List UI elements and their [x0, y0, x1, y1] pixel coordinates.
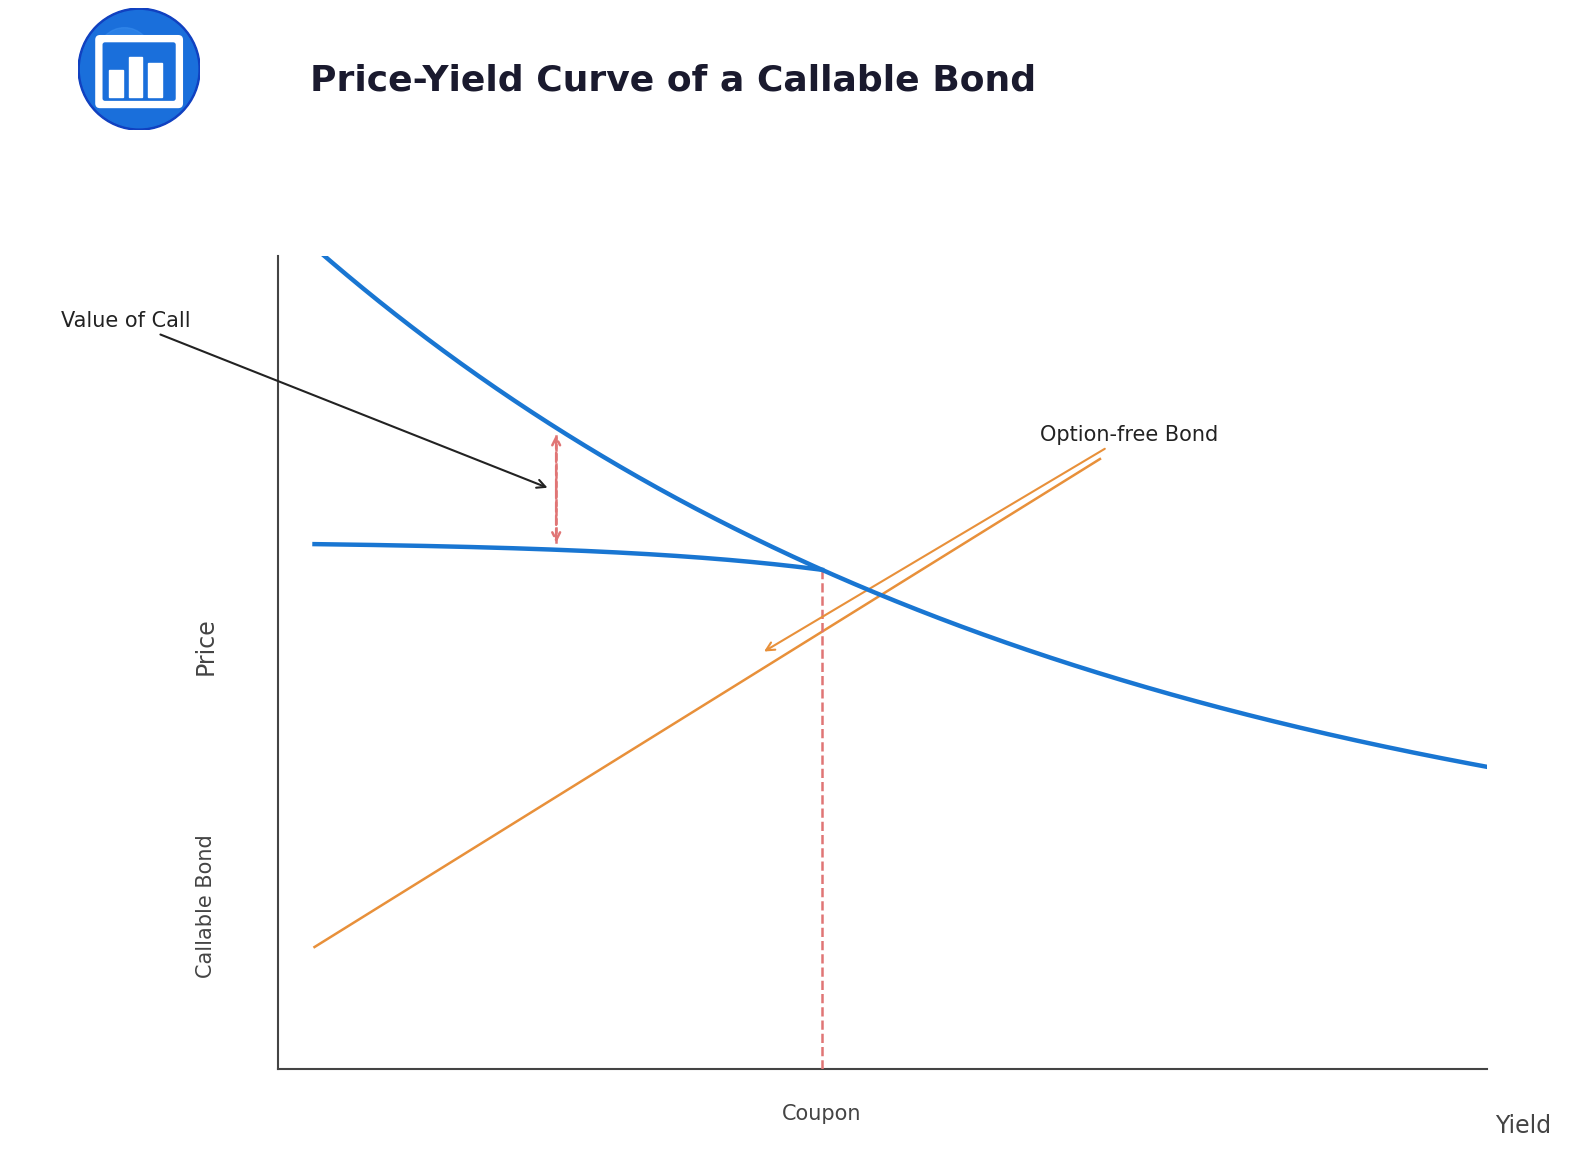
Circle shape — [78, 8, 200, 130]
Circle shape — [81, 10, 197, 128]
Circle shape — [81, 12, 197, 127]
Text: Coupon: Coupon — [782, 1104, 862, 1124]
FancyBboxPatch shape — [95, 35, 183, 108]
Text: Option-free Bond: Option-free Bond — [766, 424, 1218, 651]
Circle shape — [97, 28, 151, 81]
Bar — [110, 71, 122, 98]
Circle shape — [87, 17, 191, 121]
Bar — [148, 63, 162, 98]
FancyBboxPatch shape — [102, 42, 176, 101]
Text: Value of Call: Value of Call — [60, 310, 545, 488]
Bar — [129, 57, 142, 98]
Circle shape — [84, 14, 194, 124]
Text: Callable Bond: Callable Bond — [196, 834, 216, 978]
Text: Price-Yield Curve of a Callable Bond: Price-Yield Curve of a Callable Bond — [310, 64, 1037, 98]
Text: Price: Price — [194, 617, 218, 675]
Text: Yield: Yield — [1495, 1114, 1550, 1138]
